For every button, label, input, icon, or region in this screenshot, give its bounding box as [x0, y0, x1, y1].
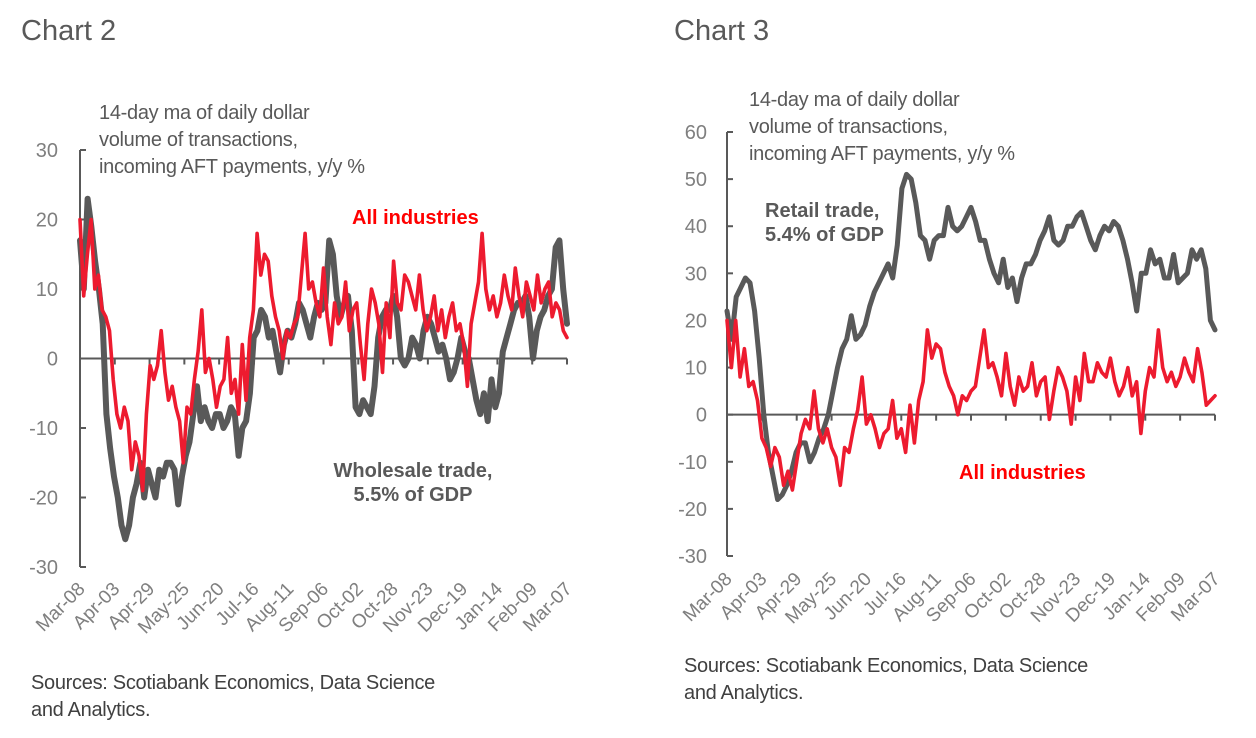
chart-3-y-tick-label: 30	[685, 263, 707, 285]
chart-2-description-line: incoming AFT payments, y/y %	[99, 156, 365, 178]
chart-3-y-tick-label: 10	[685, 358, 707, 380]
chart-2-wholesale-label-line: Wholesale trade,	[333, 460, 493, 482]
chart-2-y-tick-label: -20	[29, 488, 58, 510]
chart-2-sources: Sources: Scotiabank Economics, Data Scie…	[31, 670, 435, 724]
chart-2-description-line: volume of transactions,	[99, 129, 298, 151]
chart-3-retail-label-line: Retail trade,	[765, 200, 880, 222]
chart-2-y-tick-label: 0	[47, 349, 58, 371]
chart-2-y-tick-label: 20	[36, 210, 58, 232]
chart-3-all-industries-label: All industries	[959, 462, 1086, 484]
chart-3-series-all-industries	[725, 318, 1217, 492]
chart-3-y-tick-label: 60	[685, 122, 707, 144]
chart-3-series-retail-trade	[724, 171, 1218, 502]
chart-2-y-tick-label: 10	[36, 279, 58, 301]
chart-3-retail-label: Retail trade, 5.4% of GDP	[765, 199, 884, 247]
chart-3-y-tick-label: -10	[678, 452, 707, 474]
chart-2-all-industries-label: All industries	[352, 207, 479, 229]
chart-3-y-tick-label: -20	[678, 499, 707, 521]
chart-3-sources: Sources: Scotiabank Economics, Data Scie…	[684, 653, 1088, 707]
chart-2-sources-line: Sources: Scotiabank Economics, Data Scie…	[31, 672, 435, 694]
chart-3-description-line: incoming AFT payments, y/y %	[749, 143, 1015, 165]
chart-3-sources-line: Sources: Scotiabank Economics, Data Scie…	[684, 655, 1088, 677]
chart-3-description: 14-day ma of daily dollar volume of tran…	[749, 87, 1015, 168]
chart-3-description-line: 14-day ma of daily dollar	[749, 89, 960, 111]
chart-2-y-tick-label: -30	[29, 557, 58, 579]
chart-2-wholesale-label: Wholesale trade, 5.5% of GDP	[328, 459, 498, 507]
chart-2-y-tick-label: -10	[29, 418, 58, 440]
chart-2-sources-line: and Analytics.	[31, 699, 151, 721]
chart-3-sources-line: and Analytics.	[684, 682, 804, 704]
chart-2-series-wholesale-trade	[77, 195, 570, 543]
chart-3-y-tick-label: 20	[685, 310, 707, 332]
chart-2-title: Chart 2	[21, 15, 117, 47]
chart-3-retail-label-line: 5.4% of GDP	[765, 224, 884, 246]
chart-2-y-tick-label: 30	[36, 140, 58, 162]
chart-2-description: 14-day ma of daily dollar volume of tran…	[99, 100, 365, 181]
chart-2-series-all-industries	[78, 217, 569, 493]
chart-3-title: Chart 3	[674, 15, 770, 47]
chart-2-description-line: 14-day ma of daily dollar	[99, 102, 310, 124]
chart-2-wholesale-label-line: 5.5% of GDP	[353, 484, 473, 506]
chart-3-y-tick-label: 40	[685, 216, 707, 238]
chart-3-description-line: volume of transactions,	[749, 116, 948, 138]
chart-3-y-tick-label: 50	[685, 169, 707, 191]
chart-3-y-tick-label: -30	[678, 546, 707, 568]
chart-3-y-tick-label: 0	[696, 405, 707, 427]
